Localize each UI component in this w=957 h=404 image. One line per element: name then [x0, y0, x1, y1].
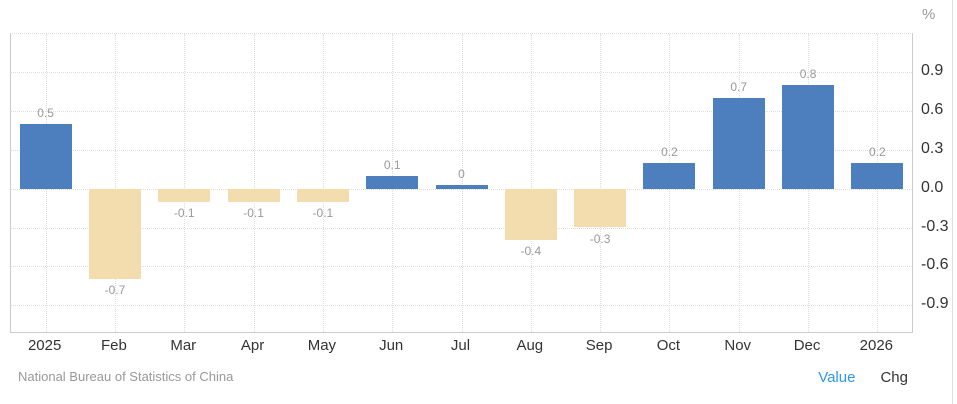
- card-right-border: [952, 0, 953, 404]
- x-tick-label: Jul: [450, 337, 471, 354]
- v-gridline: [600, 34, 602, 332]
- x-tick-label: 2026: [859, 337, 894, 354]
- bar-Oct[interactable]: [643, 162, 696, 189]
- y-tick-label: 0.6: [921, 100, 944, 118]
- bar-value-label: -0.7: [104, 283, 126, 298]
- v-gridline: [253, 34, 255, 332]
- v-gridline: [530, 34, 532, 332]
- bar-Mar[interactable]: [158, 188, 211, 202]
- bar-Aug[interactable]: [504, 188, 557, 241]
- bar-Dec[interactable]: [782, 84, 835, 189]
- y-tick-label: 0.0: [921, 178, 944, 196]
- bar-value-label: -0.1: [173, 205, 195, 220]
- x-tick-label: Sep: [585, 337, 613, 354]
- bar-Nov[interactable]: [712, 97, 765, 189]
- x-tick-label: Dec: [793, 337, 821, 354]
- y-tick-label: 0.9: [921, 61, 944, 79]
- bar-Apr[interactable]: [227, 188, 280, 202]
- x-tick-label: 2025: [27, 337, 62, 354]
- x-tick-label: Feb: [101, 337, 127, 354]
- x-tick-label: May: [307, 337, 337, 354]
- bar-Sep[interactable]: [574, 188, 627, 228]
- source-attribution-link[interactable]: National Bureau of Statistics of China: [18, 369, 234, 384]
- y-tick-label: -0.9: [921, 295, 949, 313]
- footer-links: Value Chg: [818, 369, 908, 386]
- y-tick-label: -0.3: [921, 217, 949, 235]
- plot-area: 0.5 -0.7 -0.1 -0.1 -0.1 0.1 0 -0.4 -0.3 0.2 0.7 0.8…: [10, 33, 913, 333]
- x-tick-label: Apr: [240, 337, 265, 354]
- y-tick-label: 0.3: [921, 139, 944, 157]
- bar-value-label: 0.8: [799, 66, 817, 81]
- bar-value-label: -0.3: [589, 231, 611, 246]
- y-tick-label: -0.6: [921, 256, 949, 274]
- x-tick-label: Oct: [656, 337, 681, 354]
- y-axis-unit-label: %: [922, 6, 936, 23]
- bar-value-label: 0: [458, 166, 465, 181]
- v-gridline: [114, 34, 116, 332]
- bar-value-label: 0.1: [383, 157, 401, 172]
- chg-link[interactable]: Chg: [880, 369, 908, 386]
- bar-May[interactable]: [296, 188, 349, 202]
- x-axis: 2025 Feb Mar Apr May Jun Jul Aug Sep Oct Nov Dec 202…: [10, 337, 913, 357]
- bar-Jun[interactable]: [366, 175, 419, 189]
- x-tick-label: Jun: [379, 337, 404, 354]
- x-tick-label: Aug: [516, 337, 544, 354]
- bar-value-label: 0.2: [661, 144, 678, 159]
- bar-Jul[interactable]: [435, 184, 488, 189]
- v-gridline: [322, 34, 324, 332]
- bar-value-label: 0.2: [869, 144, 886, 159]
- bar-2026[interactable]: [851, 162, 904, 189]
- x-tick-label: Nov: [724, 337, 752, 354]
- bar-value-label: 0.5: [37, 105, 54, 120]
- v-gridline: [184, 34, 186, 332]
- bar-value-label: -0.4: [520, 244, 542, 259]
- bar-value-label: -0.1: [312, 205, 334, 220]
- bar-value-label: 0.7: [730, 79, 748, 94]
- bar-value-label: -0.1: [243, 205, 264, 220]
- value-link[interactable]: Value: [818, 369, 856, 386]
- bar-Feb[interactable]: [88, 188, 141, 280]
- bar-2025[interactable]: [19, 123, 72, 189]
- x-tick-label: Mar: [170, 337, 197, 354]
- v-gridline: [461, 34, 463, 332]
